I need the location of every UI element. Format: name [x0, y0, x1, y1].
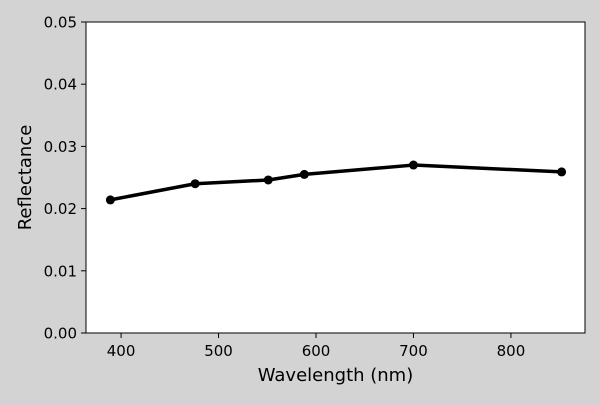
data-point	[557, 167, 567, 177]
x-axis-label: Wavelength (nm)	[258, 365, 414, 386]
plot-frame	[85, 21, 586, 334]
data-point	[299, 169, 309, 179]
y-axis: 0.00 0.01 0.02 0.03 0.04 0.05	[44, 14, 86, 343]
x-tick-label: 700	[399, 342, 428, 360]
y-tick-label: 0.00	[44, 325, 77, 343]
y-tick-label: 0.02	[44, 200, 77, 218]
data-point	[105, 195, 115, 205]
y-tick-label: 0.05	[44, 14, 77, 32]
series-layer	[105, 160, 567, 205]
x-axis: 400 500 600 700 800	[107, 333, 525, 360]
y-axis-label: Reflectance	[15, 125, 36, 231]
data-point	[263, 175, 273, 185]
y-tick-label: 0.03	[44, 138, 77, 156]
x-tick-label: 800	[497, 342, 526, 360]
series-line	[108, 163, 564, 202]
x-tick-label: 500	[204, 342, 233, 360]
data-point	[408, 160, 418, 170]
data-point	[190, 179, 200, 189]
y-tick-label: 0.01	[44, 262, 77, 280]
x-tick-label: 400	[107, 342, 136, 360]
x-tick-label: 600	[302, 342, 331, 360]
plot-area	[86, 22, 585, 333]
y-tick-label: 0.04	[44, 76, 77, 94]
